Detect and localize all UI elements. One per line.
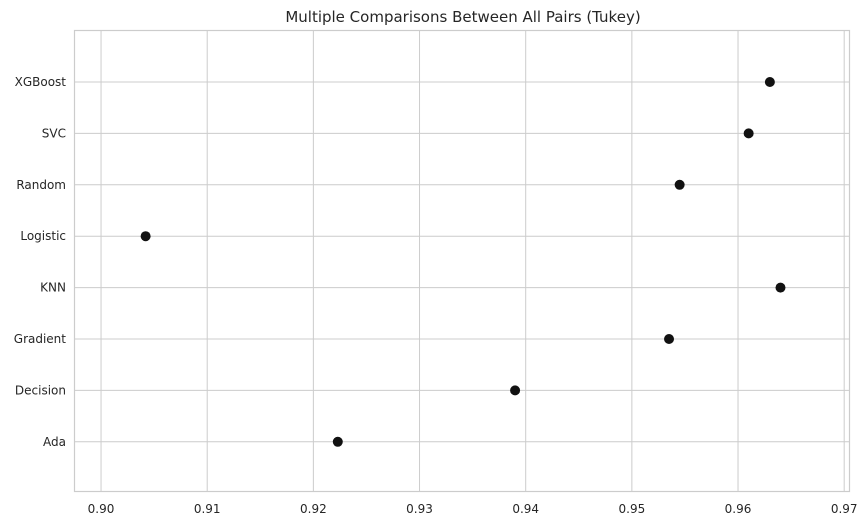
x-tick-labels: 0.90 0.91 0.92 0.93 0.94 0.95 0.96 0.97 <box>88 502 858 516</box>
x-tick-label: 0.96 <box>725 502 752 516</box>
data-point <box>764 77 775 87</box>
data-points <box>140 77 786 447</box>
x-tick-label: 0.90 <box>88 502 115 516</box>
x-tick-label: 0.95 <box>619 502 646 516</box>
x-tick-label: 0.92 <box>300 502 327 516</box>
chart-title: Multiple Comparisons Between All Pairs (… <box>285 8 640 26</box>
x-tick-label: 0.91 <box>194 502 221 516</box>
y-tick-label: Logistic <box>20 229 66 243</box>
y-tick-label: SVC <box>42 126 66 140</box>
x-tick-label: 0.94 <box>512 502 539 516</box>
data-point <box>510 385 521 396</box>
data-point <box>332 436 343 447</box>
x-tick-label: 0.97 <box>831 502 858 516</box>
y-tick-label: Decision <box>15 383 66 397</box>
data-point <box>140 231 151 242</box>
data-point <box>743 128 754 139</box>
y-tick-label: XGBoost <box>15 75 67 89</box>
y-tick-label: Gradient <box>14 332 67 346</box>
data-point <box>664 334 675 344</box>
data-point <box>775 282 786 293</box>
grid-lines <box>74 30 850 492</box>
y-tick-label: KNN <box>40 281 66 295</box>
y-tick-labels: XGBoost SVC Random Logistic KNN Gradient Decis… <box>14 75 67 449</box>
data-point <box>674 179 685 190</box>
plot-frame <box>73 29 851 493</box>
x-tick-label: 0.93 <box>406 502 433 516</box>
y-tick-label: Random <box>16 178 66 192</box>
y-tick-label: Ada <box>43 435 66 449</box>
